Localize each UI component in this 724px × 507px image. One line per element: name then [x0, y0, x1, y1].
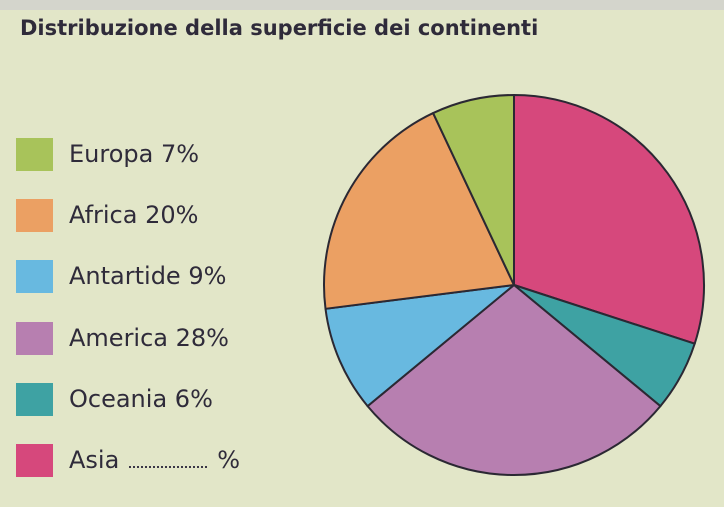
chart-title: Distribuzione della superficie dei conti…	[20, 16, 539, 40]
legend-swatch-europa	[16, 137, 53, 171]
legend-swatch-oceania	[16, 382, 53, 416]
legend-value-oceania: 6%	[174, 385, 213, 413]
pie-slices	[323, 94, 705, 477]
legend-item-antartide: Antartide 9%	[16, 258, 316, 294]
legend-name-antartide: Antartide	[69, 262, 181, 290]
legend-name-america: America	[69, 324, 168, 352]
legend-value-asia: %	[217, 446, 241, 474]
pie-slice-europa	[432, 94, 515, 286]
legend-swatch-africa	[16, 198, 53, 232]
legend-label-america: America 28%	[69, 324, 229, 352]
legend-label-europa: Europa 7%	[69, 140, 199, 168]
photo-top-strip	[0, 0, 724, 10]
legend-name-europa: Europa	[69, 140, 154, 168]
answer-blank[interactable]	[129, 462, 208, 468]
pie-slice-asia	[513, 94, 705, 345]
pie-slice-africa	[323, 112, 515, 310]
legend-item-africa: Africa 20%	[16, 197, 316, 233]
legend-label-africa: Africa 20%	[69, 201, 198, 229]
legend-value-antartide: 9%	[188, 262, 227, 290]
legend-item-oceania: Oceania 6%	[16, 381, 316, 417]
legend-swatch-asia	[16, 443, 53, 477]
legend-label-asia: Asia%	[69, 446, 240, 474]
legend-label-antartide: Antartide 9%	[69, 262, 226, 290]
legend-name-asia: Asia	[69, 446, 120, 474]
legend-item-asia: Asia%	[16, 442, 316, 478]
legend-value-africa: 20%	[145, 201, 199, 229]
pie-slice-america	[366, 284, 662, 477]
pie-slice-antartide	[324, 284, 515, 408]
legend-value-america: 28%	[175, 324, 229, 352]
legend-item-europa: Europa 7%	[16, 136, 316, 172]
legend-item-america: America 28%	[16, 320, 316, 356]
legend-name-africa: Africa	[69, 201, 138, 229]
legend-name-oceania: Oceania	[69, 385, 168, 413]
legend-value-europa: 7%	[160, 140, 200, 168]
legend-swatch-antartide	[16, 259, 53, 293]
legend-label-oceania: Oceania 6%	[69, 385, 213, 413]
legend-swatch-america	[16, 321, 53, 355]
